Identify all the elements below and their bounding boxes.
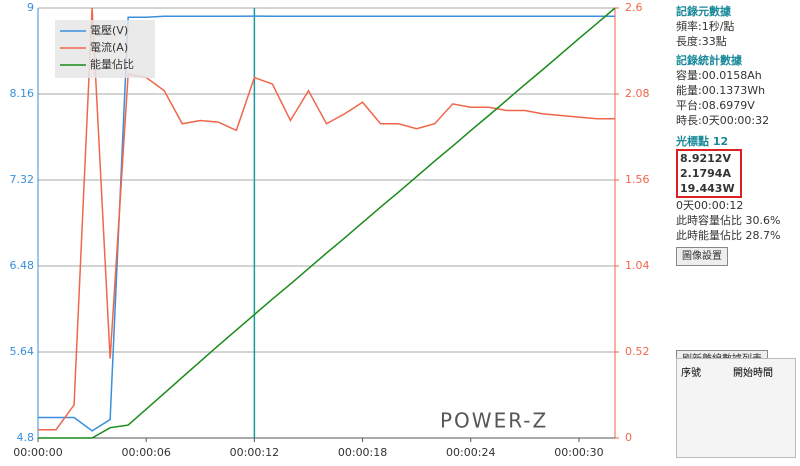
side-panel: 記錄元數據 頻率:1秒/點 長度:33點 記錄統計數據 容量:00.0158Ah… bbox=[676, 4, 796, 369]
y2-tick-label: 0.52 bbox=[625, 345, 650, 358]
frequency: 頻率:1秒/點 bbox=[676, 20, 735, 33]
duration: 時長:0天00:00:32 bbox=[676, 114, 770, 127]
y-tick-label: 4.8 bbox=[17, 431, 35, 444]
y2-tick-label: 1.04 bbox=[625, 259, 650, 272]
meta-title: 記錄元數據 bbox=[676, 5, 731, 18]
y-tick-label: 9 bbox=[27, 1, 34, 14]
legend-label: 能量佔比 bbox=[90, 57, 134, 71]
length: 長度:33點 bbox=[676, 35, 727, 48]
y2-tick-label: 2.08 bbox=[625, 87, 650, 100]
y-tick-label: 8.16 bbox=[10, 87, 35, 100]
offline-table: 序號 開始時間 bbox=[676, 358, 796, 458]
y2-tick-label: 0 bbox=[625, 431, 632, 444]
series-line bbox=[38, 7, 616, 439]
legend-label: 電流(A) bbox=[90, 40, 128, 54]
x-tick-label: 00:00:00 bbox=[13, 446, 62, 459]
stats-title: 記錄統計數據 bbox=[676, 54, 742, 67]
legend-box bbox=[55, 20, 155, 78]
y2-tick-label: 2.6 bbox=[625, 1, 643, 14]
table-header: 開始時間 bbox=[733, 368, 773, 379]
time: 0天00:00:12 bbox=[676, 199, 744, 212]
x-tick-label: 00:00:12 bbox=[230, 446, 279, 459]
capacity: 容量:00.0158Ah bbox=[676, 69, 762, 82]
logo: POWER-Z bbox=[440, 409, 548, 433]
capacity-ratio: 此時容量佔比 30.6% bbox=[676, 214, 781, 227]
platform: 平台:08.6979V bbox=[676, 99, 755, 112]
voltage: 8.9212V bbox=[680, 152, 731, 165]
energy: 能量:00.1373Wh bbox=[676, 84, 766, 97]
x-tick-label: 00:00:30 bbox=[554, 446, 603, 459]
legend-label: 電壓(V) bbox=[90, 24, 128, 37]
table-header: 序號 bbox=[681, 368, 701, 379]
cursor-values: 8.9212V 2.1794A 19.443W bbox=[676, 149, 742, 198]
series-line bbox=[38, 15, 615, 432]
image-button[interactable]: 圖像設置 bbox=[676, 247, 728, 266]
current: 2.1794A bbox=[680, 167, 731, 180]
cursor-title: 光標點 12 bbox=[676, 135, 729, 148]
x-tick-label: 00:00:18 bbox=[338, 446, 387, 459]
y-tick-label: 5.64 bbox=[10, 345, 35, 358]
x-tick-label: 00:00:06 bbox=[121, 446, 170, 459]
y-tick-label: 7.32 bbox=[10, 173, 35, 186]
chart: 4.8 5.64 6.48 7.32 8.16 9 0 0.52 1.04 1.56 2.08 2.6… bbox=[10, 1, 650, 459]
y2-tick-label: 1.56 bbox=[625, 173, 650, 186]
y-tick-label: 6.48 bbox=[10, 259, 35, 272]
energy-ratio: 此時能量佔比 28.7% bbox=[676, 229, 781, 242]
x-tick-label: 00:00:24 bbox=[446, 446, 495, 459]
power: 19.443W bbox=[680, 182, 735, 195]
